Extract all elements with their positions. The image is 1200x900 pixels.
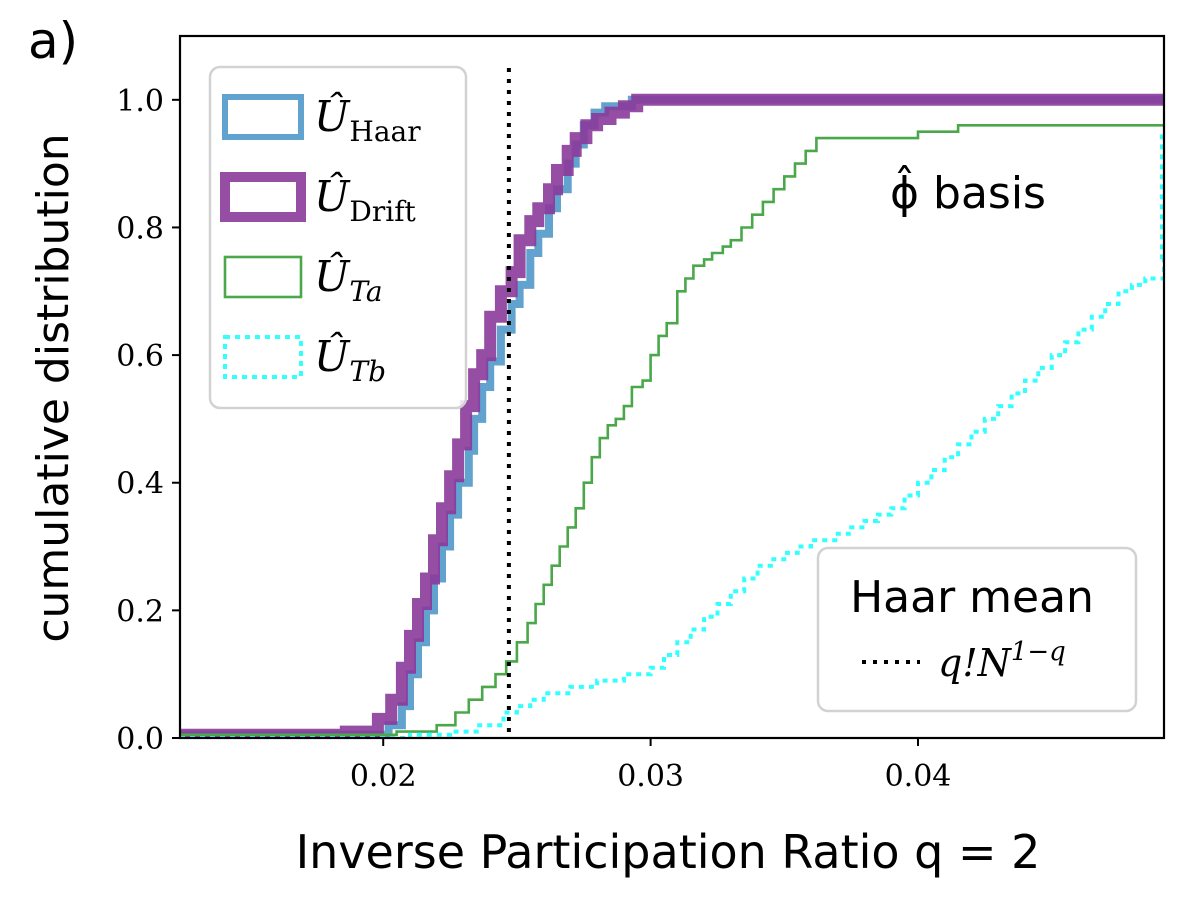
legend-label-tb: ÛTb xyxy=(314,331,386,388)
series-group xyxy=(180,93,1164,738)
legend-swatch-drift xyxy=(220,172,306,222)
haar-mean-legend-box xyxy=(816,546,1138,713)
haar-mean-legend-title: Haar mean xyxy=(850,572,1094,623)
haar-mean-legend-group: Haar mean q!N1−q xyxy=(816,546,1138,713)
series-line-drift xyxy=(180,93,1164,738)
series-line-tb xyxy=(180,259,1164,738)
x-axis-label: Inverse Participation Ratio q = 2 xyxy=(296,825,1041,879)
legend-label-haar: ÛHaar xyxy=(314,91,421,148)
axes-group: 0.02 0.03 0.04 0.0 0.2 0.4 0.6 0.8 1.0 xyxy=(116,84,951,794)
legend-box xyxy=(208,65,468,410)
legend-label-drift: ÛDrift xyxy=(314,171,417,228)
panel-label: a) xyxy=(28,12,78,70)
plot-frame xyxy=(178,34,1166,740)
legend-group: ÛHaar ÛDrift ÛTa ÛTb xyxy=(208,65,468,410)
y-tick-label-4: 0.8 xyxy=(116,211,164,246)
y-tick-label-1: 0.2 xyxy=(116,594,164,629)
haar-mean-legend-label: q!N1−q xyxy=(938,637,1066,685)
legend-swatch-haar xyxy=(222,94,304,140)
x-tick-label-2: 0.04 xyxy=(885,759,952,794)
y-tick-label-3: 0.6 xyxy=(116,339,164,374)
y-tick-label-0: 0.0 xyxy=(116,722,164,757)
series-line-ta xyxy=(180,124,1164,737)
y-tick-label-5: 1.0 xyxy=(116,84,164,119)
legend-swatch-tb xyxy=(223,335,303,379)
legend-label-ta: ÛTa xyxy=(314,251,383,308)
y-axis-label: cumulative distribution xyxy=(28,133,79,642)
x-tick-label-1: 0.03 xyxy=(617,759,684,794)
legend-swatch-ta xyxy=(223,255,303,299)
phi-basis-annotation: ϕ̂ basis xyxy=(890,164,1046,219)
y-tick-label-2: 0.4 xyxy=(116,467,164,502)
x-tick-label-0: 0.02 xyxy=(350,759,417,794)
